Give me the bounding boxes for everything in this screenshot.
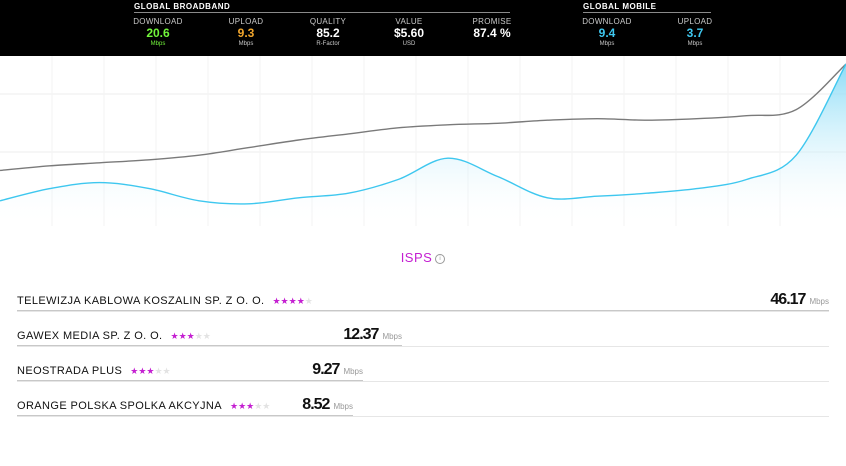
isp-name: TELEWIZJA KABLOWA KOSZALIN SP. Z O. O. ★★… [17, 295, 313, 307]
isp-name-text: NEOSTRADA PLUS [17, 365, 123, 377]
stat-label: VALUE [395, 17, 423, 26]
isps-heading: ISPS i [0, 250, 846, 265]
broadband-value-stat: VALUE $5.60 USD [380, 17, 438, 48]
mobile-upload-stat: UPLOAD 3.7 Mbps [667, 17, 723, 48]
row-divider [17, 311, 829, 312]
stat-label: DOWNLOAD [582, 17, 632, 26]
isp-speed: 8.52 Mbps [302, 396, 353, 414]
speed-unit: Mbps [809, 297, 829, 306]
row-divider [17, 381, 829, 382]
stat-value: $5.60 [393, 26, 425, 40]
stat-unit: R-Factor [316, 41, 340, 47]
stat-label: QUALITY [309, 17, 347, 26]
stat-value: 85.2 [316, 26, 340, 40]
broadband-series-line [0, 63, 846, 172]
stat-unit: Mbps [150, 41, 166, 47]
isp-name-text: GAWEX MEDIA SP. Z O. O. [17, 330, 163, 342]
speed-value: 46.17 [770, 291, 806, 308]
stat-unit: Mbps [238, 41, 254, 47]
isp-row[interactable]: ORANGE POLSKA SPOLKA AKCYJNA ★★★★★ 8.52 Mb… [17, 396, 353, 416]
broadband-quality-stat: QUALITY 85.2 R-Factor [299, 17, 357, 48]
stat-value: 20.6 [146, 26, 170, 40]
isp-name: GAWEX MEDIA SP. Z O. O. ★★★★★ [17, 330, 211, 342]
stat-label: UPLOAD [228, 17, 264, 26]
info-icon[interactable]: i [435, 254, 446, 264]
stat-label: DOWNLOAD [133, 17, 183, 26]
isp-speed: 12.37 Mbps [343, 326, 402, 344]
stat-value: 9.3 [237, 26, 255, 40]
mobile-series-line [0, 63, 846, 205]
broadband-upload-stat: UPLOAD 9.3 Mbps [218, 17, 274, 48]
isps-title-text: ISPS [400, 250, 433, 265]
broadband-download-stat: DOWNLOAD 20.6 Mbps [130, 17, 186, 48]
speed-trend-chart [0, 56, 846, 226]
row-divider [17, 346, 829, 347]
rating-stars: ★★★★★ [130, 366, 171, 376]
isp-row[interactable]: NEOSTRADA PLUS ★★★★★ 9.27 Mbps [17, 361, 363, 381]
speed-unit: Mbps [382, 332, 402, 341]
speed-unit: Mbps [343, 367, 363, 376]
speed-value: 9.27 [312, 361, 340, 378]
stat-unit: USD [402, 41, 416, 47]
speed-value: 12.37 [343, 326, 379, 343]
isp-name: ORANGE POLSKA SPOLKA AKCYJNA ★★★★★ [17, 400, 270, 412]
isp-name: NEOSTRADA PLUS ★★★★★ [17, 365, 171, 377]
stat-value: 9.4 [598, 26, 616, 40]
global-stats-header: GLOBAL BROADBAND DOWNLOAD 20.6 Mbps UPLO… [0, 0, 846, 56]
mobile-divider [583, 12, 711, 13]
mobile-download-stat: DOWNLOAD 9.4 Mbps [579, 17, 635, 48]
stat-label: UPLOAD [677, 17, 713, 26]
isp-row[interactable]: TELEWIZJA KABLOWA KOSZALIN SP. Z O. O. ★★… [17, 291, 829, 311]
stat-value: 3.7 [686, 26, 704, 40]
broadband-promise-stat: PROMISE 87.4 % [462, 17, 522, 40]
rating-stars: ★★★★★ [170, 331, 211, 341]
broadband-divider [134, 12, 510, 13]
stat-unit: Mbps [599, 41, 615, 47]
stat-unit: Mbps [687, 41, 703, 47]
rating-stars: ★★★★★ [272, 296, 313, 306]
mobile-area-fill [0, 64, 846, 226]
speed-value: 8.52 [302, 396, 330, 413]
isp-name-text: ORANGE POLSKA SPOLKA AKCYJNA [17, 400, 222, 412]
isp-name-text: TELEWIZJA KABLOWA KOSZALIN SP. Z O. O. [17, 295, 265, 307]
broadband-title: GLOBAL BROADBAND [134, 2, 231, 11]
mobile-title: GLOBAL MOBILE [583, 2, 657, 11]
isp-speed: 46.17 Mbps [770, 291, 829, 309]
isp-speed: 9.27 Mbps [312, 361, 363, 379]
row-divider [17, 416, 829, 417]
isp-row[interactable]: GAWEX MEDIA SP. Z O. O. ★★★★★ 12.37 Mbps [17, 326, 402, 346]
stat-value: 87.4 % [473, 26, 511, 40]
speed-unit: Mbps [333, 402, 353, 411]
stat-label: PROMISE [472, 17, 512, 26]
rating-stars: ★★★★★ [230, 401, 271, 411]
